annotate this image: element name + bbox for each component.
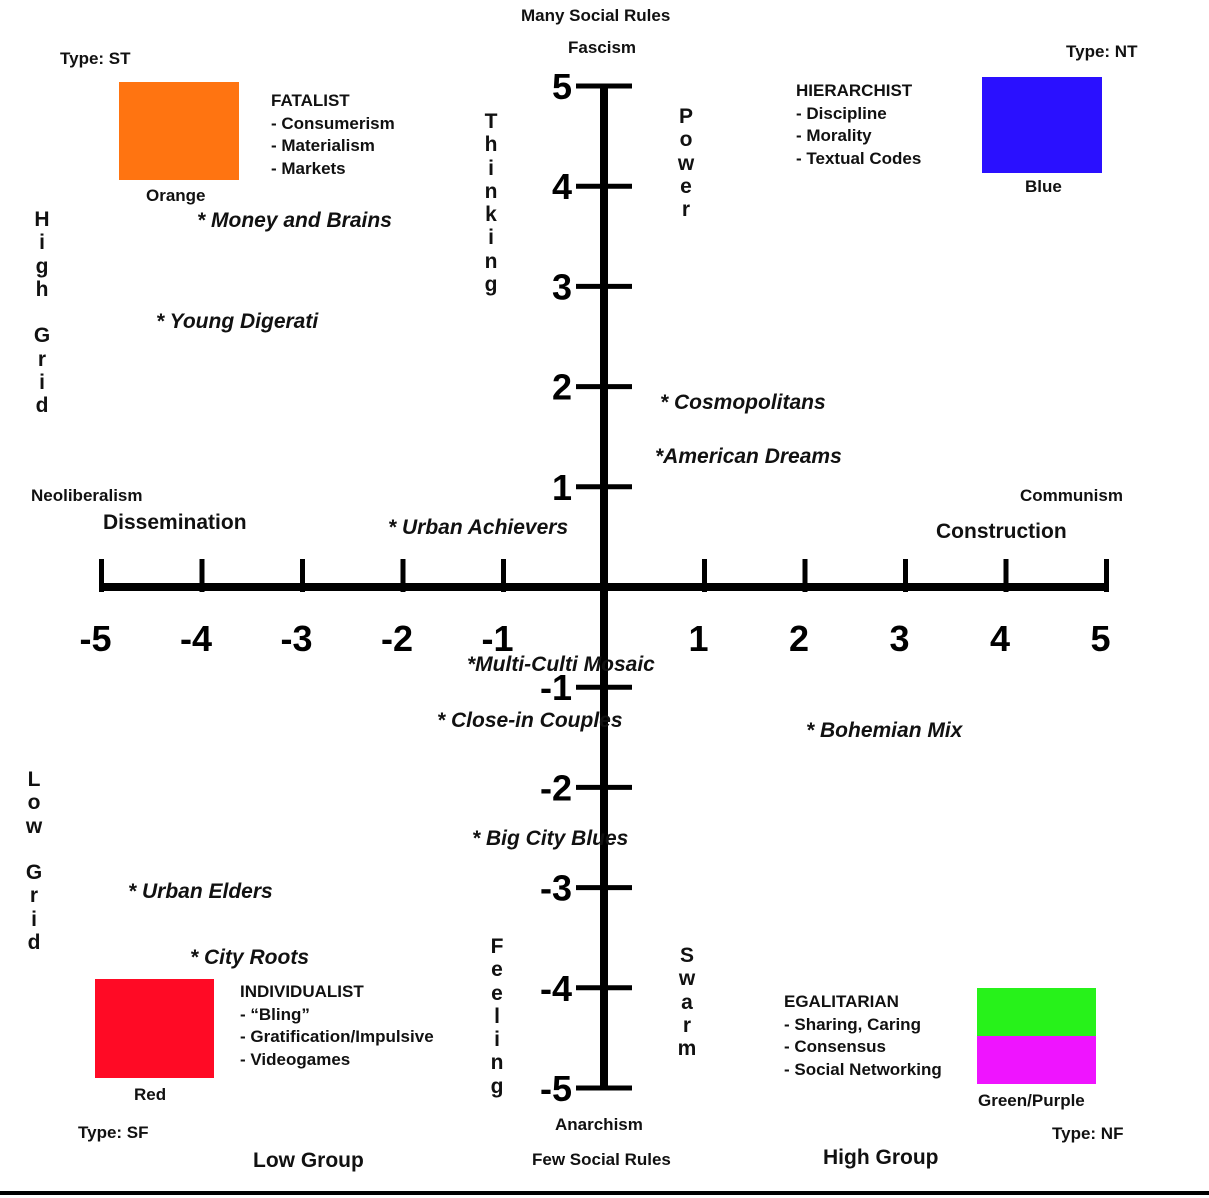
y-tick-label: -2 xyxy=(540,767,572,808)
high-group-label: High Group xyxy=(823,1146,939,1169)
egalitarian-color-name: Green/Purple xyxy=(978,1091,1085,1110)
y-tick-label: 4 xyxy=(552,166,572,207)
individualist-item: - Videogames xyxy=(240,1049,351,1069)
swarm-label: S w a r m xyxy=(677,944,697,1061)
fatalist-item: - Materialism xyxy=(271,136,375,155)
segment-american-dreams: *American Dreams xyxy=(655,445,842,468)
segment-bohemian-mix: * Bohemian Mix xyxy=(806,719,963,742)
y-tick-label: 2 xyxy=(552,367,572,408)
low-grid-label: L o w G r i d xyxy=(25,768,43,955)
x-tick-label: -5 xyxy=(79,618,111,659)
x-tick-label: 3 xyxy=(889,618,909,659)
x-tick-label: 1 xyxy=(688,618,708,659)
segment-close-in-couples: * Close-in Couples xyxy=(437,709,623,732)
right-ideology-label: Communism xyxy=(1020,486,1123,505)
fatalist-type-label: Type: ST xyxy=(60,49,131,68)
bottom-rule-label: Few Social Rules xyxy=(532,1150,671,1169)
egalitarian-list: EGALITARIAN - Sharing, Caring - Consensu… xyxy=(784,991,942,1081)
x-tick-label: 2 xyxy=(789,618,809,659)
y-tick-label: -5 xyxy=(540,1068,572,1109)
segment-money-and-brains: * Money and Brains xyxy=(197,209,392,232)
x-tick-label: 5 xyxy=(1090,618,1110,659)
right-process-label: Construction xyxy=(936,520,1067,543)
segment-city-roots: * City Roots xyxy=(190,946,310,969)
egalitarian-color-swatch-green xyxy=(977,988,1096,1036)
segment-multi-culti-mosaic: *Multi-Culti Mosaic xyxy=(467,653,655,676)
hierarchist-item: - Discipline xyxy=(796,103,887,123)
fatalist-title: FATALIST xyxy=(271,91,350,110)
x-tick-label: -2 xyxy=(381,618,413,659)
x-tick-label: 4 xyxy=(990,618,1010,659)
hierarchist-item: - Morality xyxy=(796,126,872,145)
segment-big-city-blues: * Big City Blues xyxy=(472,827,629,850)
bottom-ideology-label: Anarchism xyxy=(555,1115,643,1134)
y-tick-label: 3 xyxy=(552,266,572,307)
x-tick-label: -4 xyxy=(180,618,212,659)
individualist-color-swatch xyxy=(95,979,214,1078)
individualist-title: INDIVIDUALIST xyxy=(240,982,364,1001)
y-tick-label: -4 xyxy=(540,968,572,1009)
y-tick-label: 5 xyxy=(552,66,572,107)
y-tick-label: -1 xyxy=(540,667,572,708)
high-grid-label: H i g h G r i d xyxy=(33,208,51,418)
individualist-item: - Gratification/Impulsive xyxy=(240,1027,434,1046)
power-label: P o w e r xyxy=(677,105,695,222)
egalitarian-item: - Sharing, Caring xyxy=(784,1014,921,1034)
hierarchist-title: HIERARCHIST xyxy=(796,81,913,100)
y-tick-label: 1 xyxy=(552,467,572,508)
egalitarian-title: EGALITARIAN xyxy=(784,992,899,1011)
individualist-item: - “Bling” xyxy=(240,1004,310,1024)
y-tick-label: -3 xyxy=(540,868,572,909)
individualist-color-name: Red xyxy=(134,1085,167,1104)
fatalist-color-name: Orange xyxy=(146,186,206,205)
egalitarian-item: - Consensus xyxy=(784,1037,887,1056)
hierarchist-type-label: Type: NT xyxy=(1066,42,1138,61)
fatalist-color-swatch xyxy=(119,82,239,180)
left-ideology-label: Neoliberalism xyxy=(31,486,143,505)
segment-young-digerati: * Young Digerati xyxy=(156,310,319,333)
x-tick-label: -3 xyxy=(280,618,312,659)
top-ideology-label: Fascism xyxy=(568,38,637,57)
segment-urban-achievers: * Urban Achievers xyxy=(388,516,569,539)
individualist-type-label: Type: SF xyxy=(78,1123,149,1142)
hierarchist-list: HIERARCHIST - Discipline - Morality - Te… xyxy=(796,80,921,170)
top-rule-label: Many Social Rules xyxy=(521,6,671,25)
left-process-label: Dissemination xyxy=(103,511,247,534)
thinking-label: T h i n k i n g xyxy=(484,110,498,297)
individualist-list: INDIVIDUALIST - “Bling” - Gratification/… xyxy=(240,981,434,1071)
fatalist-item: - Markets xyxy=(271,158,346,178)
bottom-border-line xyxy=(0,1191,1209,1195)
feeling-label: F e e l i n g xyxy=(490,935,504,1098)
low-group-label: Low Group xyxy=(253,1149,364,1172)
fatalist-list: FATALIST - Consumerism - Materialism - M… xyxy=(271,90,395,180)
egalitarian-color-swatch-purple xyxy=(977,1036,1096,1084)
fatalist-item: - Consumerism xyxy=(271,113,395,133)
egalitarian-type-label: Type: NF xyxy=(1052,1124,1124,1143)
hierarchist-item: - Textual Codes xyxy=(796,148,922,168)
hierarchist-color-swatch xyxy=(982,77,1102,173)
segment-cosmopolitans: * Cosmopolitans xyxy=(660,391,826,414)
segment-urban-elders: * Urban Elders xyxy=(128,880,273,903)
hierarchist-color-name: Blue xyxy=(1025,177,1062,196)
egalitarian-item: - Social Networking xyxy=(784,1059,942,1079)
x-tick-label: -1 xyxy=(481,618,513,659)
